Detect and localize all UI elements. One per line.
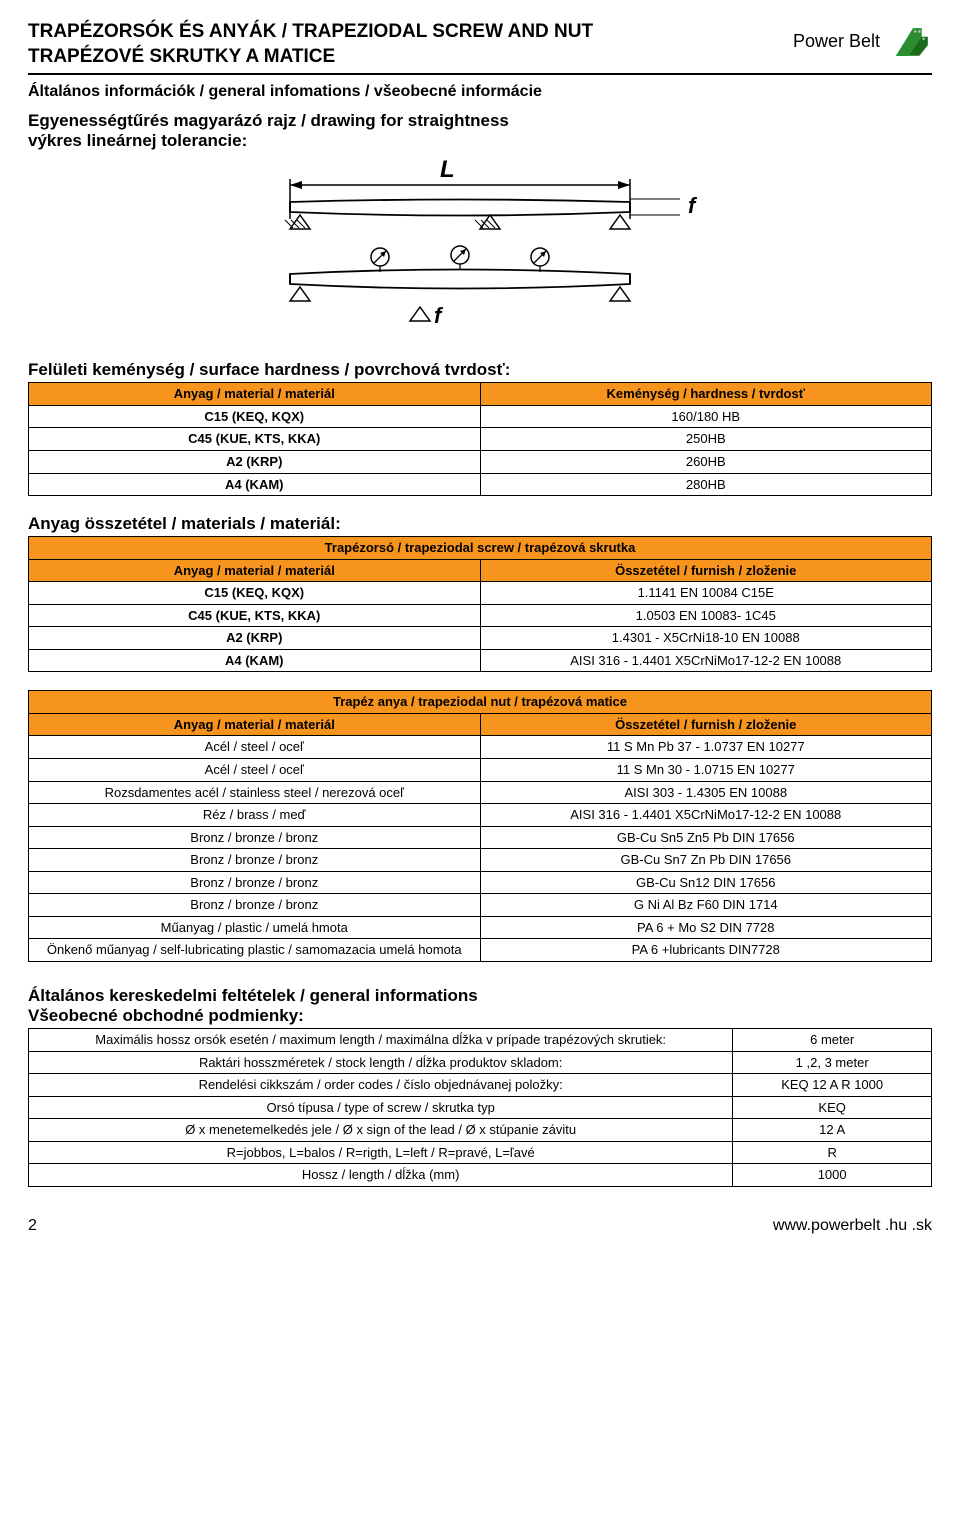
table-row: Hossz / length / dĺžka (mm)1000	[29, 1164, 932, 1187]
table-row: Réz / brass / meďAISI 316 - 1.4401 X5CrN…	[29, 804, 932, 827]
hardness-table: Anyag / material / materiál Keménység / …	[28, 382, 932, 496]
table-row: Rendelési cikkszám / order codes / číslo…	[29, 1074, 932, 1097]
col-header: Anyag / material / materiál	[29, 559, 481, 582]
table-row: C45 (KUE, KTS, KKA)1.0503 EN 10083- 1C45	[29, 604, 932, 627]
info-line: Általános információk / general infomati…	[28, 83, 932, 101]
terms-table: Maximális hossz orsók esetén / maximum l…	[28, 1028, 932, 1187]
straightness-figure: L f	[28, 157, 932, 340]
page-number: 2	[28, 1217, 37, 1235]
table-row: A4 (KAM)AISI 316 - 1.4401 X5CrNiMo17-12-…	[29, 649, 932, 672]
footer-url: www.powerbelt .hu .sk	[773, 1217, 932, 1235]
table-row: Bronz / bronze / bronzGB-Cu Sn7 Zn Pb DI…	[29, 849, 932, 872]
screw-table: Trapézorsó / trapeziodal screw / trapézo…	[28, 536, 932, 672]
table-row: Bronz / bronze / bronzGB-Cu Sn12 DIN 176…	[29, 871, 932, 894]
col-header: Összetétel / furnish / zloženie	[480, 559, 932, 582]
brand-text: Power Belt	[793, 31, 880, 52]
table-row: Acél / steel / oceľ11 S Mn 30 - 1.0715 E…	[29, 759, 932, 782]
label-L: L	[440, 157, 455, 183]
header-brand: Power Belt	[793, 20, 932, 62]
table-row: C15 (KEQ, KQX)160/180 HB	[29, 405, 932, 428]
col-header: Anyag / material / materiál	[29, 713, 481, 736]
title-line1: TRAPÉZORSÓK ÉS ANYÁK / TRAPEZIODAL SCREW…	[28, 20, 593, 45]
span-header: Trapézorsó / trapeziodal screw / trapézo…	[29, 537, 932, 560]
page-footer: 2 www.powerbelt .hu .sk	[28, 1217, 932, 1235]
table-row: A2 (KRP)1.4301 - X5CrNi18-10 EN 10088	[29, 627, 932, 650]
table-row: Ø x menetemelkedés jele / Ø x sign of th…	[29, 1119, 932, 1142]
table-row: Műanyag / plastic / umelá hmotaPA 6 + Mo…	[29, 916, 932, 939]
table-row: Bronz / bronze / bronzGB-Cu Sn5 Zn5 Pb D…	[29, 826, 932, 849]
table-row: Orsó típusa / type of screw / skrutka ty…	[29, 1096, 932, 1119]
table-row: Acél / steel / oceľ11 S Mn Pb 37 - 1.073…	[29, 736, 932, 759]
table-row: Bronz / bronze / bronzG Ni Al Bz F60 DIN…	[29, 894, 932, 917]
span-header: Trapéz anya / trapeziodal nut / trapézov…	[29, 691, 932, 714]
table-row: C15 (KEQ, KQX)1.1141 EN 10084 C15E	[29, 582, 932, 605]
table-row: A4 (KAM)280HB	[29, 473, 932, 496]
col-header: Összetétel / furnish / zloženie	[480, 713, 932, 736]
table-row: Rozsdamentes acél / stainless steel / ne…	[29, 781, 932, 804]
table-row: C45 (KUE, KTS, KKA)250HB	[29, 428, 932, 451]
divider	[28, 73, 932, 75]
header-title: TRAPÉZORSÓK ÉS ANYÁK / TRAPEZIODAL SCREW…	[28, 20, 593, 69]
page-header: TRAPÉZORSÓK ÉS ANYÁK / TRAPEZIODAL SCREW…	[28, 20, 932, 69]
table-row: Maximális hossz orsók esetén / maximum l…	[29, 1028, 932, 1051]
table-row: Raktári hosszméretek / stock length / dĺ…	[29, 1051, 932, 1074]
title-line2: TRAPÉZOVÉ SKRUTKY A MATICE	[28, 45, 593, 70]
belt-logo-icon	[890, 20, 932, 62]
col-header: Anyag / material / materiál	[29, 383, 481, 406]
materials-title: Anyag összetétel / materials / materiál:	[28, 514, 932, 534]
table-row: A2 (KRP)260HB	[29, 451, 932, 474]
col-header: Keménység / hardness / tvrdosť	[480, 383, 932, 406]
table-row: Önkenő műanyag / self-lubricating plasti…	[29, 939, 932, 962]
label-f1: f	[688, 193, 698, 218]
terms-title: Általános kereskedelmi feltételek / gene…	[28, 986, 932, 1026]
nut-table: Trapéz anya / trapeziodal nut / trapézov…	[28, 690, 932, 962]
straightness-title: Egyenességtűrés magyarázó rajz / drawing…	[28, 111, 932, 151]
hardness-title: Felületi keménység / surface hardness / …	[28, 360, 932, 380]
table-row: R=jobbos, L=balos / R=rigth, L=left / R=…	[29, 1141, 932, 1164]
label-f2: f	[434, 303, 444, 328]
